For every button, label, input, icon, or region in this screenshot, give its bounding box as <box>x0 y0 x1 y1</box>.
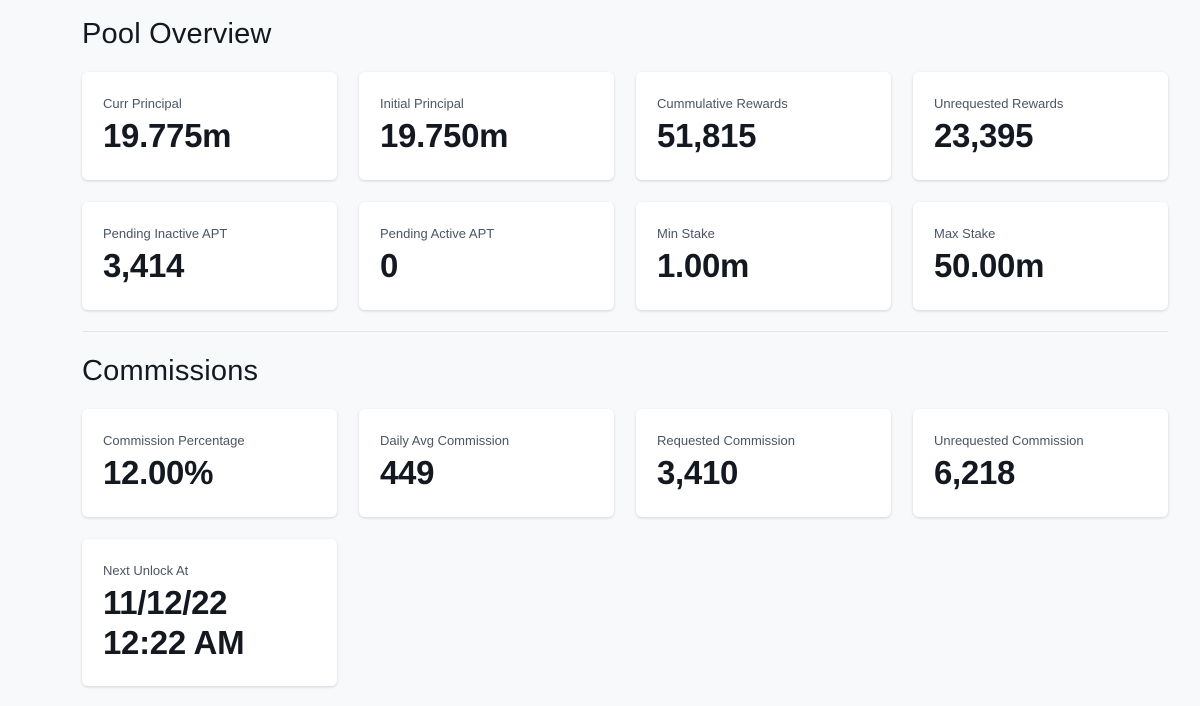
stat-card-min-stake: Min Stake 1.00m <box>636 202 891 310</box>
stat-card-unrequested-rewards: Unrequested Rewards 23,395 <box>913 72 1168 180</box>
stat-label: Next Unlock At <box>103 563 189 578</box>
stat-value: 11/12/22 12:22 AM <box>103 584 245 661</box>
stat-value: 449 <box>380 454 435 491</box>
stat-value: 51,815 <box>657 117 757 154</box>
stat-card-pending-inactive-apt: Pending Inactive APT 3,414 <box>82 202 337 310</box>
stat-card-unrequested-commission: Unrequested Commission 6,218 <box>913 409 1168 517</box>
stat-value: 0 <box>380 247 399 284</box>
section-divider <box>82 331 1168 332</box>
stat-card-daily-avg-commission: Daily Avg Commission 449 <box>359 409 614 517</box>
stat-label: Cummulative Rewards <box>657 96 788 111</box>
stat-value: 1.00m <box>657 247 750 284</box>
stat-label: Unrequested Commission <box>934 433 1084 448</box>
stat-card-commission-percentage: Commission Percentage 12.00% <box>82 409 337 517</box>
stat-card-pending-active-apt: Pending Active APT 0 <box>359 202 614 310</box>
stat-label: Pending Active APT <box>380 226 495 241</box>
stat-label: Min Stake <box>657 226 715 241</box>
stat-value: 23,395 <box>934 117 1034 154</box>
stat-label: Daily Avg Commission <box>380 433 510 448</box>
stat-card-initial-principal: Initial Principal 19.750m <box>359 72 614 180</box>
stat-label: Initial Principal <box>380 96 464 111</box>
stat-value: 50.00m <box>934 247 1045 284</box>
stat-label: Curr Principal <box>103 96 182 111</box>
stat-card-next-unlock-at: Next Unlock At 11/12/22 12:22 AM <box>82 539 337 686</box>
stat-value: 3,414 <box>103 247 185 284</box>
pool-overview-title: Pool Overview <box>82 18 272 50</box>
stat-value: 6,218 <box>934 454 1016 491</box>
stat-value: 3,410 <box>657 454 739 491</box>
stat-label: Unrequested Rewards <box>934 96 1064 111</box>
stat-label: Commission Percentage <box>103 433 245 448</box>
stat-value: 19.775m <box>103 117 232 154</box>
stat-value: 19.750m <box>380 117 509 154</box>
commissions-title: Commissions <box>82 355 259 387</box>
stat-label: Pending Inactive APT <box>103 226 228 241</box>
stat-card-cummulative-rewards: Cummulative Rewards 51,815 <box>636 72 891 180</box>
stat-card-curr-principal: Curr Principal 19.775m <box>82 72 337 180</box>
stat-card-max-stake: Max Stake 50.00m <box>913 202 1168 310</box>
stat-value: 12.00% <box>103 454 214 491</box>
stat-label: Requested Commission <box>657 433 796 448</box>
stat-label: Max Stake <box>934 226 996 241</box>
stat-card-requested-commission: Requested Commission 3,410 <box>636 409 891 517</box>
